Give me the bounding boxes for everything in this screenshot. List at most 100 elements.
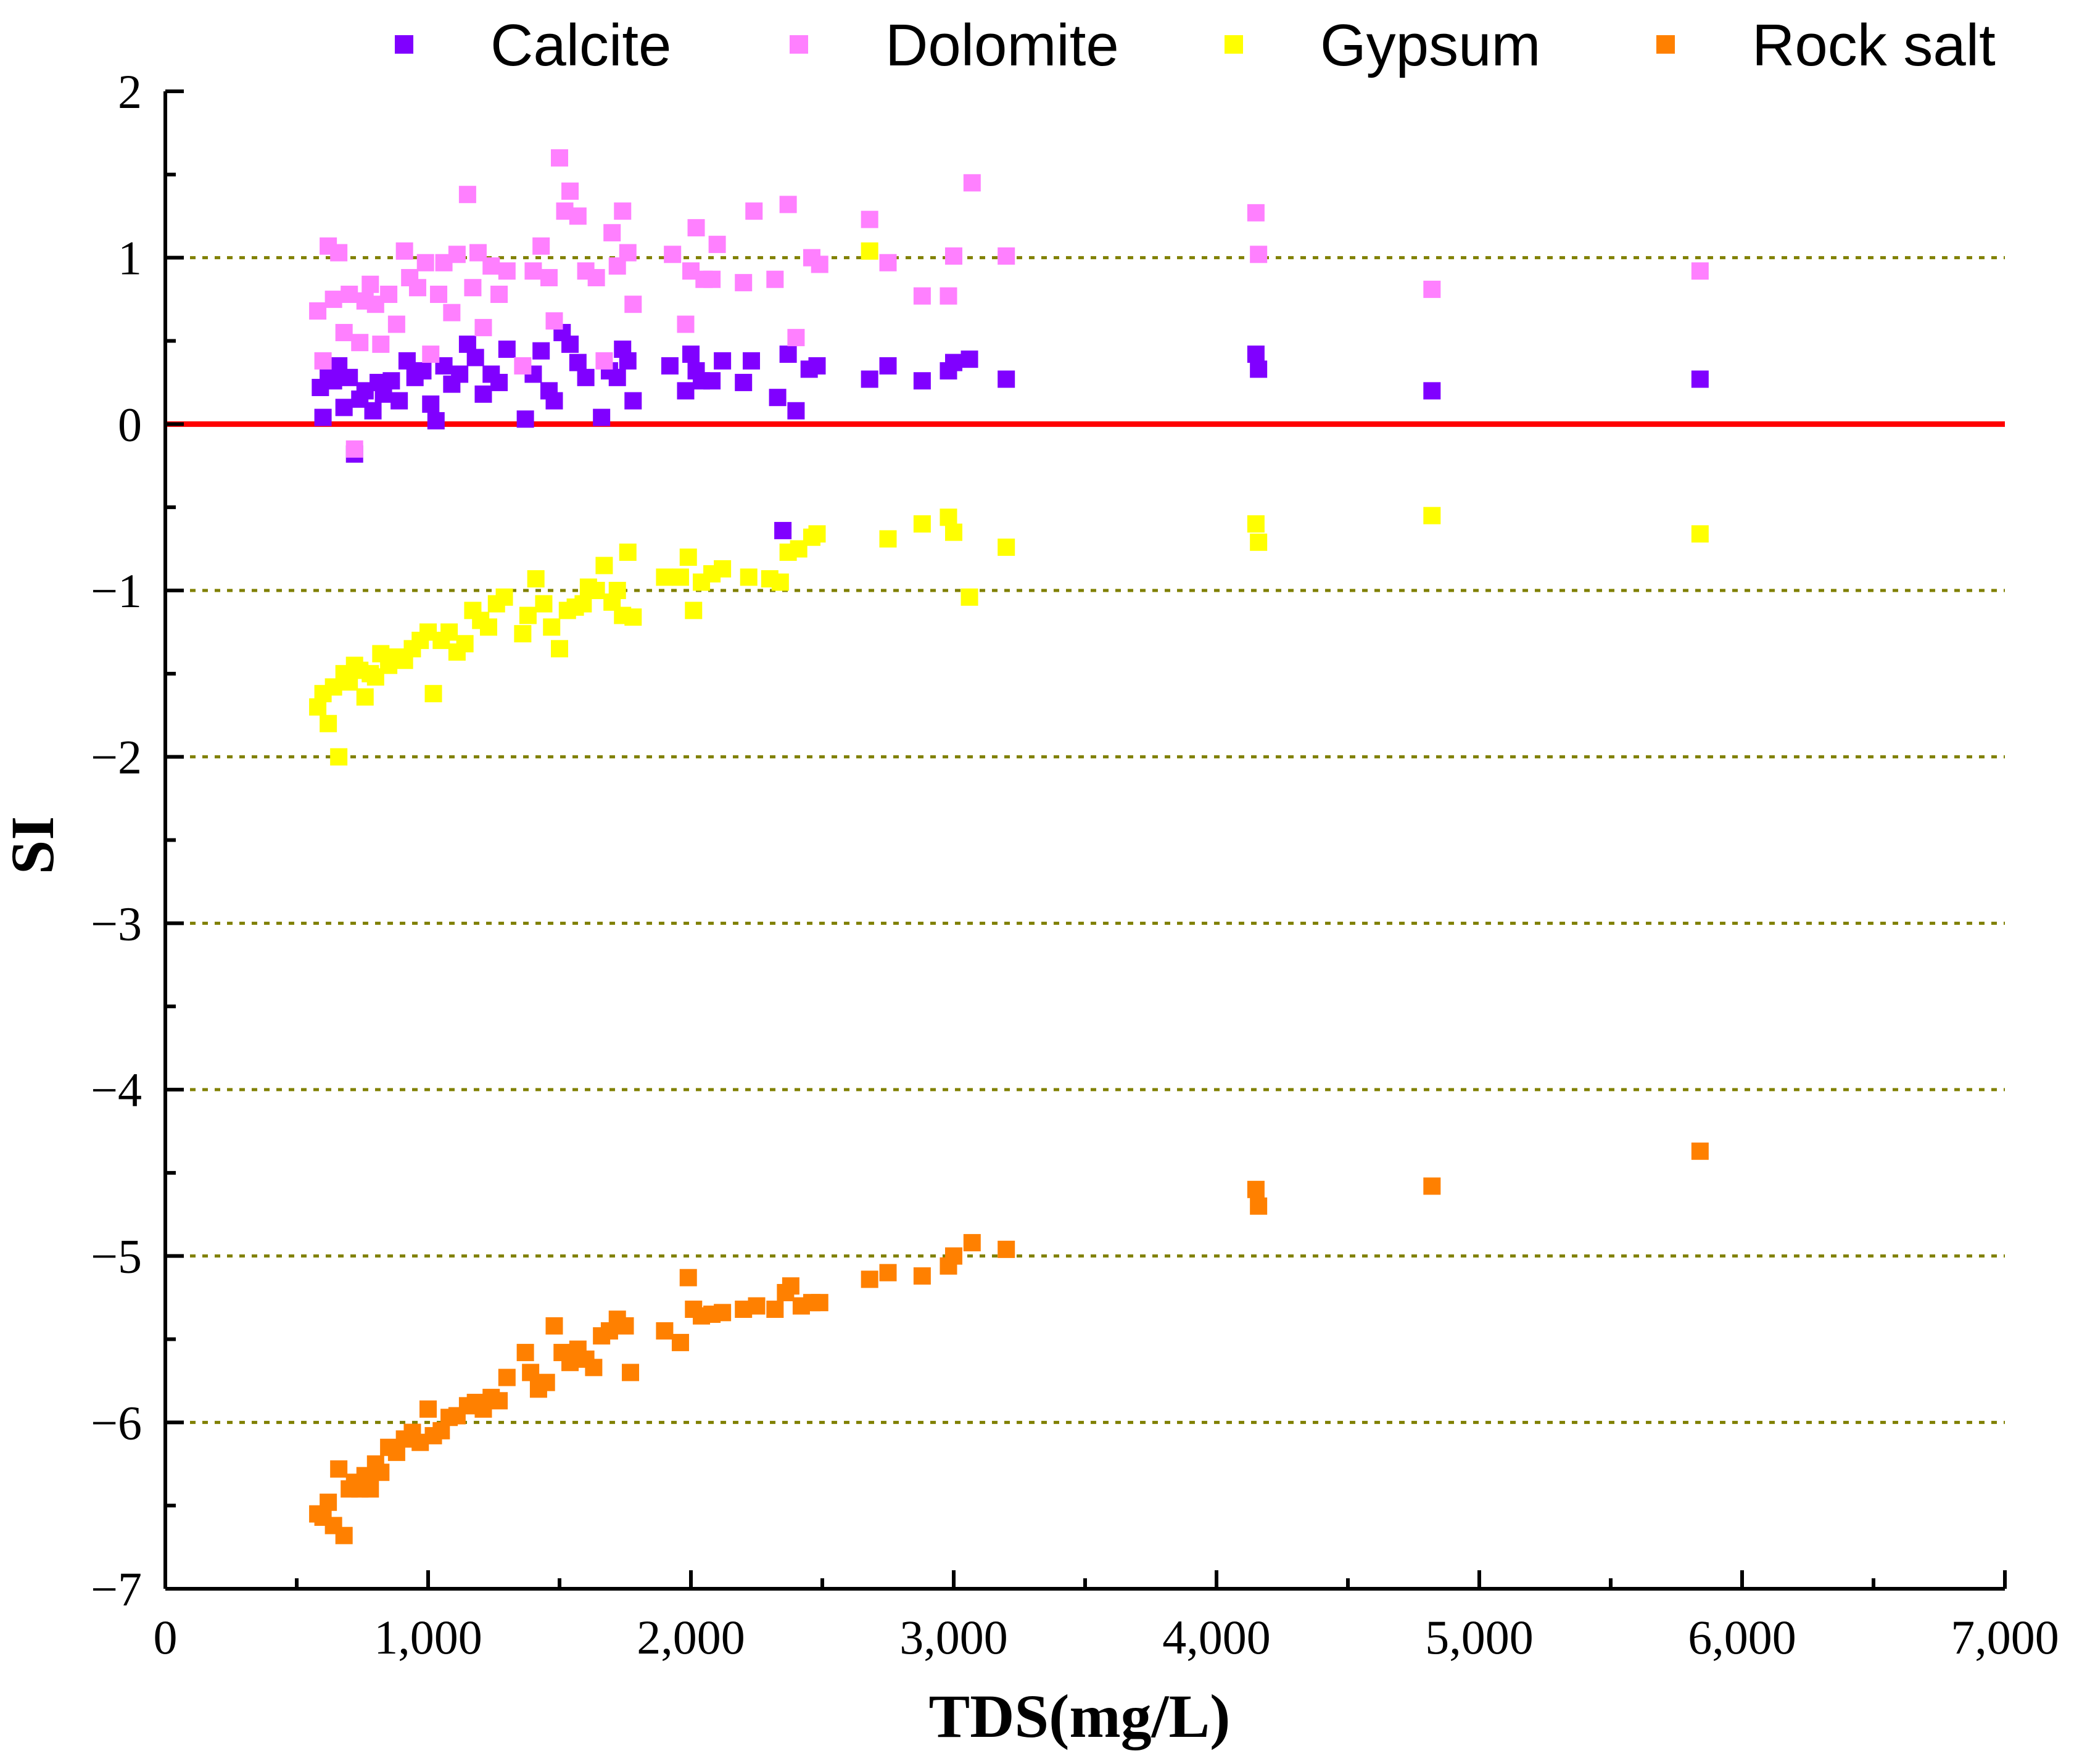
data-point xyxy=(324,291,342,308)
y-tick-label: −7 xyxy=(91,1562,142,1616)
data-point xyxy=(740,568,758,586)
data-point xyxy=(708,236,726,254)
data-point xyxy=(422,346,440,363)
data-point xyxy=(1423,382,1441,400)
data-point xyxy=(361,1480,379,1498)
legend-item-gypsum: Gypsum xyxy=(1225,12,1540,78)
data-point xyxy=(514,625,532,643)
data-point xyxy=(766,270,784,288)
data-point xyxy=(998,538,1015,556)
data-point xyxy=(372,335,390,353)
data-point xyxy=(963,174,981,192)
data-point xyxy=(735,274,753,292)
x-tick-label: 1,000 xyxy=(374,1610,482,1664)
data-point xyxy=(661,357,679,375)
data-point xyxy=(330,748,348,766)
data-point xyxy=(808,525,826,543)
data-point xyxy=(1247,204,1265,222)
data-point xyxy=(1691,370,1709,388)
legend-item-rock-salt: Rock salt xyxy=(1656,12,1996,78)
data-point xyxy=(945,247,962,265)
data-point xyxy=(677,315,695,333)
data-point xyxy=(390,392,408,410)
y-tick-label: −3 xyxy=(91,896,142,950)
data-point xyxy=(1423,1177,1441,1195)
data-point xyxy=(532,237,550,255)
legend-item-calcite: Calcite xyxy=(395,12,671,78)
data-point xyxy=(608,368,626,386)
data-point xyxy=(714,560,732,578)
data-point xyxy=(687,219,705,237)
data-point xyxy=(595,352,613,370)
data-point xyxy=(593,408,611,426)
data-point xyxy=(458,186,476,204)
y-tick-label: 2 xyxy=(118,65,142,118)
data-point xyxy=(742,352,760,370)
data-point xyxy=(735,373,753,391)
data-point xyxy=(861,242,878,260)
data-point xyxy=(516,1344,534,1362)
data-point xyxy=(945,1247,962,1265)
data-point xyxy=(522,1364,540,1381)
y-tick-label: −5 xyxy=(91,1230,142,1283)
data-point xyxy=(527,570,545,588)
legend-swatch xyxy=(395,35,413,54)
data-point xyxy=(748,1297,766,1315)
data-point xyxy=(314,408,332,426)
data-point xyxy=(545,312,563,330)
data-point xyxy=(1250,360,1268,378)
data-point xyxy=(351,334,369,352)
data-point xyxy=(440,623,458,641)
data-point xyxy=(456,635,474,653)
data-point xyxy=(498,340,516,358)
data-point xyxy=(408,279,426,297)
data-point xyxy=(416,254,434,271)
data-point xyxy=(551,149,568,167)
data-point xyxy=(422,395,440,413)
data-point xyxy=(545,1317,563,1335)
data-point xyxy=(320,1493,337,1511)
data-point xyxy=(940,508,957,526)
series-rock-salt xyxy=(309,1142,1709,1544)
data-point xyxy=(1250,1197,1268,1215)
data-point xyxy=(682,346,700,363)
data-point xyxy=(372,1464,390,1481)
data-point xyxy=(703,372,721,390)
data-point xyxy=(940,287,957,305)
data-point xyxy=(587,269,605,287)
series-calcite xyxy=(312,324,1709,539)
data-point xyxy=(490,285,508,303)
data-point xyxy=(745,202,763,220)
data-point xyxy=(671,1333,689,1351)
y-tick-label: −6 xyxy=(91,1396,142,1449)
data-point xyxy=(879,357,897,375)
data-point xyxy=(779,196,797,213)
data-point xyxy=(998,1240,1015,1258)
data-point xyxy=(624,392,642,410)
data-point xyxy=(1691,1142,1709,1160)
legend-label: Rock salt xyxy=(1752,12,1996,78)
data-point xyxy=(335,1526,353,1544)
data-point xyxy=(514,357,532,375)
data-point xyxy=(1250,246,1268,263)
data-point xyxy=(451,365,469,383)
data-point xyxy=(811,1294,828,1312)
data-point xyxy=(335,324,353,342)
data-point xyxy=(913,372,931,390)
data-point xyxy=(1250,533,1268,551)
data-point xyxy=(495,588,513,606)
series-gypsum xyxy=(309,242,1709,766)
data-point xyxy=(498,1369,516,1386)
data-point xyxy=(879,530,897,548)
data-point xyxy=(656,568,674,586)
data-point xyxy=(543,618,561,636)
data-point xyxy=(595,557,613,574)
y-tick-label: −2 xyxy=(91,731,142,784)
data-point xyxy=(624,608,642,626)
data-point xyxy=(998,370,1015,388)
data-point xyxy=(913,287,931,305)
legend-swatch xyxy=(1225,35,1243,54)
data-point xyxy=(490,373,508,391)
data-point xyxy=(1691,525,1709,543)
